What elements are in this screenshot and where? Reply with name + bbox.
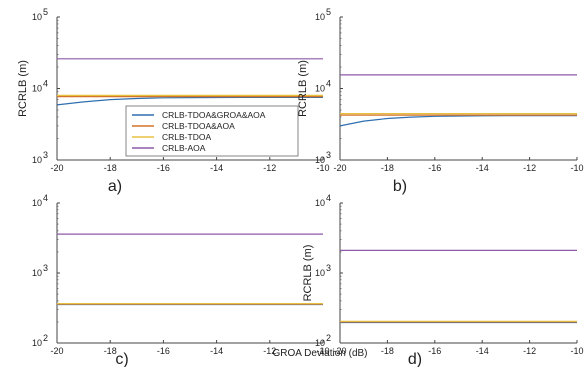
y-tick-exponent: 3 <box>43 150 48 160</box>
x-tick-label: -12 <box>263 346 276 356</box>
x-tick-label: -20 <box>50 163 63 173</box>
y-tick-label: 10 <box>32 198 42 208</box>
x-tick-label: -18 <box>104 163 117 173</box>
y-tick-exponent: 3 <box>43 263 48 273</box>
panel-label: d) <box>408 351 422 367</box>
y-tick-label: 10 <box>315 155 325 165</box>
y-tick-exponent: 5 <box>43 7 48 17</box>
y-tick-label: 10 <box>315 268 325 278</box>
x-tick-label: -10 <box>316 163 329 173</box>
x-tick-label: -14 <box>476 163 489 173</box>
legend-label: CRLB-AOA <box>162 143 206 153</box>
x-tick-label: -16 <box>157 163 170 173</box>
y-tick-label: 10 <box>32 84 42 94</box>
y-tick-label: 10 <box>32 12 42 22</box>
shared-x-axis-label: GROA Deviation (dB) <box>272 348 367 359</box>
y-tick-label: 10 <box>32 338 42 348</box>
x-tick-label: -16 <box>157 346 170 356</box>
x-tick-label: -16 <box>428 346 441 356</box>
y-tick-exponent: 4 <box>326 193 331 203</box>
series-line-1 <box>339 115 577 127</box>
y-tick-exponent: 2 <box>326 333 331 343</box>
x-tick-label: -10 <box>570 163 583 173</box>
x-tick-label: -12 <box>523 163 536 173</box>
x-tick-label: -14 <box>476 346 489 356</box>
x-tick-label: -20 <box>333 163 346 173</box>
x-tick-label: -18 <box>381 346 394 356</box>
y-tick-label: 10 <box>32 155 42 165</box>
x-tick-label: -10 <box>570 346 583 356</box>
legend: CRLB-TDOA&GROA&AOACRLB-TDOA&AOACRLB-TDOA… <box>125 105 299 157</box>
y-tick-exponent: 4 <box>43 79 48 89</box>
x-tick-label: -12 <box>523 346 536 356</box>
panel-label: b) <box>393 178 407 195</box>
y-tick-label: 10 <box>315 198 325 208</box>
y-tick-label: 10 <box>315 338 325 348</box>
panel-label: a) <box>108 178 122 195</box>
x-tick-label: -12 <box>263 163 276 173</box>
panel-label: c) <box>115 351 128 367</box>
x-tick-label: -10 <box>316 346 329 356</box>
series-line-1 <box>56 96 323 106</box>
x-tick-label: -18 <box>104 346 117 356</box>
y-tick-exponent: 4 <box>43 193 48 203</box>
y-tick-exponent: 5 <box>326 7 331 17</box>
legend-box <box>125 105 299 157</box>
x-tick-label: -20 <box>50 346 63 356</box>
y-tick-exponent: 3 <box>326 150 331 160</box>
y-tick-exponent: 2 <box>43 333 48 343</box>
y-tick-exponent: 3 <box>326 263 331 273</box>
y-axis-label: RCRLB (m) <box>297 60 309 117</box>
y-axis-label: RCRLB (m) <box>17 60 29 117</box>
x-tick-label: -14 <box>210 163 223 173</box>
x-tick-label: -14 <box>210 346 223 356</box>
y-tick-label: 10 <box>32 268 42 278</box>
y-tick-label: 10 <box>315 84 325 94</box>
y-tick-exponent: 4 <box>326 79 331 89</box>
legend-label: CRLB-TDOA <box>162 132 211 142</box>
x-tick-label: -16 <box>428 163 441 173</box>
x-tick-label: -18 <box>381 163 394 173</box>
legend-label: CRLB-TDOA&AOA <box>162 121 235 131</box>
y-axis-label: RCRLB (m) <box>302 245 314 302</box>
y-tick-label: 10 <box>315 12 325 22</box>
x-tick-label: -20 <box>333 346 346 356</box>
legend-label: CRLB-TDOA&GROA&AOA <box>162 110 266 120</box>
